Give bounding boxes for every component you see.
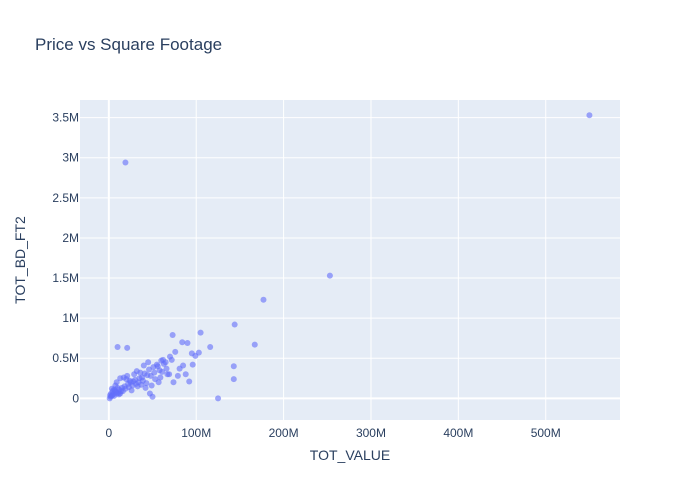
scatter-point xyxy=(179,339,186,346)
scatter-point xyxy=(174,372,181,379)
y-tick-label: 2M xyxy=(62,231,79,245)
grid-lines xyxy=(80,100,620,420)
scatter-point xyxy=(326,272,333,279)
scatter-point xyxy=(115,391,122,398)
scatter-point xyxy=(112,382,119,389)
scatter-point xyxy=(162,359,169,366)
scatter-point xyxy=(133,368,140,375)
scatter-point xyxy=(145,359,152,366)
x-tick-label: 200M xyxy=(269,426,299,440)
scatter-point xyxy=(124,344,131,351)
plot-area xyxy=(80,100,620,420)
scatter-point xyxy=(146,390,153,397)
scatter-point xyxy=(230,376,237,383)
scatter-point xyxy=(169,331,176,338)
scatter-point xyxy=(142,384,149,391)
x-axis-label: TOT_VALUE xyxy=(310,447,390,463)
scatter-point xyxy=(122,385,129,392)
scatter-point xyxy=(215,395,222,402)
scatter-point xyxy=(159,368,166,375)
scatter-point xyxy=(154,363,161,370)
scatter-point xyxy=(141,370,148,377)
scatter-point xyxy=(166,371,173,378)
scatter-point xyxy=(586,112,593,119)
scatter-point xyxy=(230,363,237,370)
scatter-point xyxy=(207,344,214,351)
y-axis-ticks: 0 0.5M 1M 1.5M 2M 2.5M 3M 3.5M xyxy=(52,111,79,406)
y-tick-label: 1.5M xyxy=(52,271,79,285)
y-axis-label: TOT_BD_FT2 xyxy=(12,216,28,304)
scatter-point xyxy=(192,352,199,359)
scatter-point xyxy=(231,321,238,328)
scatter-point xyxy=(109,388,116,395)
scatter-point xyxy=(157,374,164,381)
scatter-point xyxy=(172,348,179,355)
scatter-point xyxy=(170,379,177,386)
scatter-point xyxy=(184,340,191,347)
y-tick-label: 3.5M xyxy=(52,111,79,125)
scatter-point xyxy=(148,382,155,389)
scatter-point xyxy=(114,344,121,351)
x-tick-label: 300M xyxy=(356,426,386,440)
x-tick-label: 0 xyxy=(105,426,112,440)
x-tick-label: 500M xyxy=(531,426,561,440)
y-tick-label: 0.5M xyxy=(52,351,79,365)
scatter-point xyxy=(176,365,183,372)
y-tick-label: 3M xyxy=(62,151,79,165)
scatter-point xyxy=(152,376,159,383)
y-tick-label: 1M xyxy=(62,311,79,325)
chart-title: Price vs Square Footage xyxy=(35,35,222,54)
y-tick-label: 2.5M xyxy=(52,191,79,205)
x-tick-label: 100M xyxy=(181,426,211,440)
scatter-point xyxy=(189,361,196,368)
scatter-point xyxy=(163,365,170,372)
scatter-point xyxy=(186,378,193,385)
scatter-point xyxy=(168,356,175,363)
scatter-point xyxy=(260,296,267,303)
scatter-point xyxy=(197,329,204,336)
y-tick-label: 0 xyxy=(72,391,79,405)
scatter-point xyxy=(251,341,258,348)
scatter-point xyxy=(124,372,131,379)
scatter-point xyxy=(122,159,129,166)
scatter-point xyxy=(146,366,153,373)
scatter-point xyxy=(182,371,189,378)
scatter-point xyxy=(140,362,147,369)
x-tick-label: 400M xyxy=(443,426,473,440)
data-points xyxy=(106,112,593,402)
x-axis-ticks: 0 100M 200M 300M 400M 500M xyxy=(105,426,560,440)
